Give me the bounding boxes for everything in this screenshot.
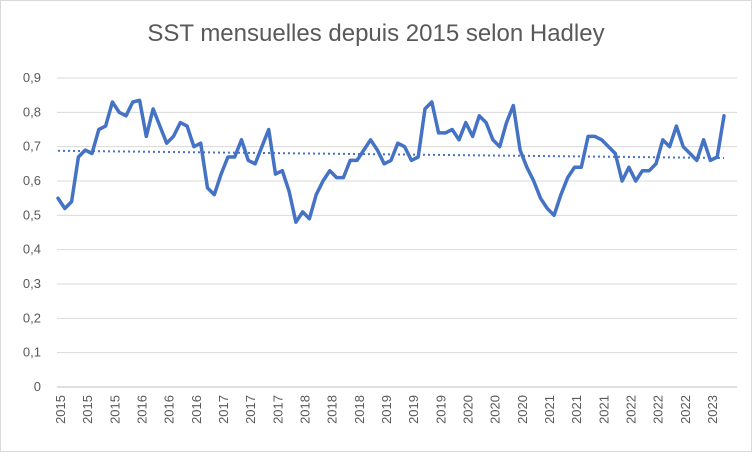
x-tick-label: 2020 xyxy=(515,395,530,424)
x-tick-label: 2017 xyxy=(270,395,285,424)
x-tick-label: 2016 xyxy=(135,395,150,424)
y-tick-label: 0,7 xyxy=(23,139,41,154)
x-tick-label: 2019 xyxy=(433,395,448,424)
y-tick-label: 0,5 xyxy=(23,207,41,222)
y-tick-label: 0,9 xyxy=(23,70,41,85)
x-tick-label: 2019 xyxy=(406,395,421,424)
x-tick-label: 2021 xyxy=(542,395,557,424)
x-tick-label: 2015 xyxy=(107,395,122,424)
x-tick-label: 2022 xyxy=(651,395,666,424)
trendline xyxy=(57,149,725,159)
x-tick-label: 2018 xyxy=(298,395,313,424)
y-tick-label: 0,1 xyxy=(23,345,41,360)
x-tick-label: 2015 xyxy=(80,395,95,424)
x-tick-label: 2021 xyxy=(569,395,584,424)
x-tick-label: 2019 xyxy=(379,395,394,424)
y-tick-label: 0,6 xyxy=(23,173,41,188)
x-tick-label: 2015 xyxy=(53,395,68,424)
x-tick-label: 2021 xyxy=(596,395,611,424)
gridlines xyxy=(57,77,737,388)
x-tick-label: 2020 xyxy=(461,395,476,424)
y-axis-ticks: 0 0,1 0,2 0,3 0,4 0,5 0,6 0,7 0,8 0,9 xyxy=(23,70,41,394)
x-tick-label: 2020 xyxy=(488,395,503,424)
x-tick-label: 2023 xyxy=(705,395,720,424)
x-tick-label: 2017 xyxy=(216,395,231,424)
series-layer xyxy=(56,98,726,224)
x-tick-label: 2022 xyxy=(678,395,693,424)
series-line xyxy=(56,98,726,224)
x-tick-label: 2016 xyxy=(162,395,177,424)
x-tick-label: 2016 xyxy=(189,395,204,424)
y-tick-label: 0,8 xyxy=(23,104,41,119)
y-tick-label: 0,3 xyxy=(23,276,41,291)
x-tick-label: 2018 xyxy=(352,395,367,424)
x-axis-ticks: 2015 2015 2015 2016 2016 2016 2017 2017 2017 2018… xyxy=(53,395,720,424)
x-tick-label: 2017 xyxy=(243,395,258,424)
x-tick-label: 2018 xyxy=(325,395,340,424)
y-tick-label: 0,4 xyxy=(23,242,41,257)
x-tick-label: 2022 xyxy=(624,395,639,424)
y-tick-label: 0,2 xyxy=(23,310,41,325)
y-tick-label: 0 xyxy=(34,379,41,394)
chart-title: SST mensuelles depuis 2015 selon Hadley xyxy=(147,20,605,47)
